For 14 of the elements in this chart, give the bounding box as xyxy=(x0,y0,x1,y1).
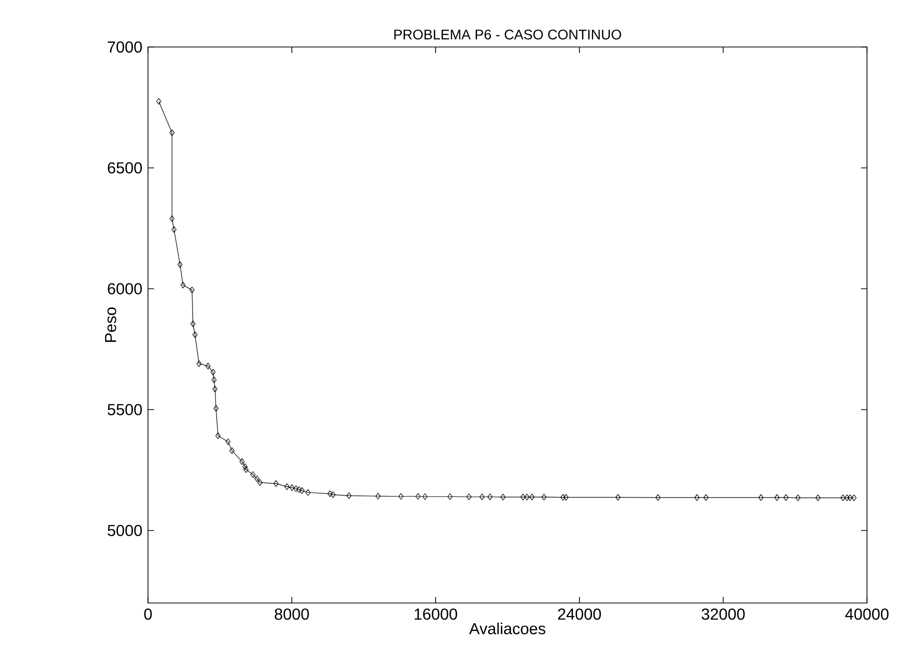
x-axis-title: Avaliacoes xyxy=(469,622,546,634)
y-tick-label: 6000 xyxy=(108,283,142,294)
y-tick-label: 5500 xyxy=(108,404,142,416)
x-tick-label: 32000 xyxy=(702,608,745,620)
x-tick-label: 24000 xyxy=(558,608,601,620)
y-axis-title: Peso xyxy=(105,308,116,342)
x-tick-label: 8000 xyxy=(274,608,309,620)
x-tick-label: 0 xyxy=(144,608,152,620)
y-tick-label: 6500 xyxy=(108,162,142,174)
y-tick-label: 5000 xyxy=(108,524,142,536)
x-tick-label: 40000 xyxy=(845,608,889,620)
y-tick-label: 7000 xyxy=(108,41,142,53)
chart-title: PROBLEMA P6 - CASO CONTINUO xyxy=(394,30,622,40)
x-tick-label: 16000 xyxy=(414,608,458,620)
